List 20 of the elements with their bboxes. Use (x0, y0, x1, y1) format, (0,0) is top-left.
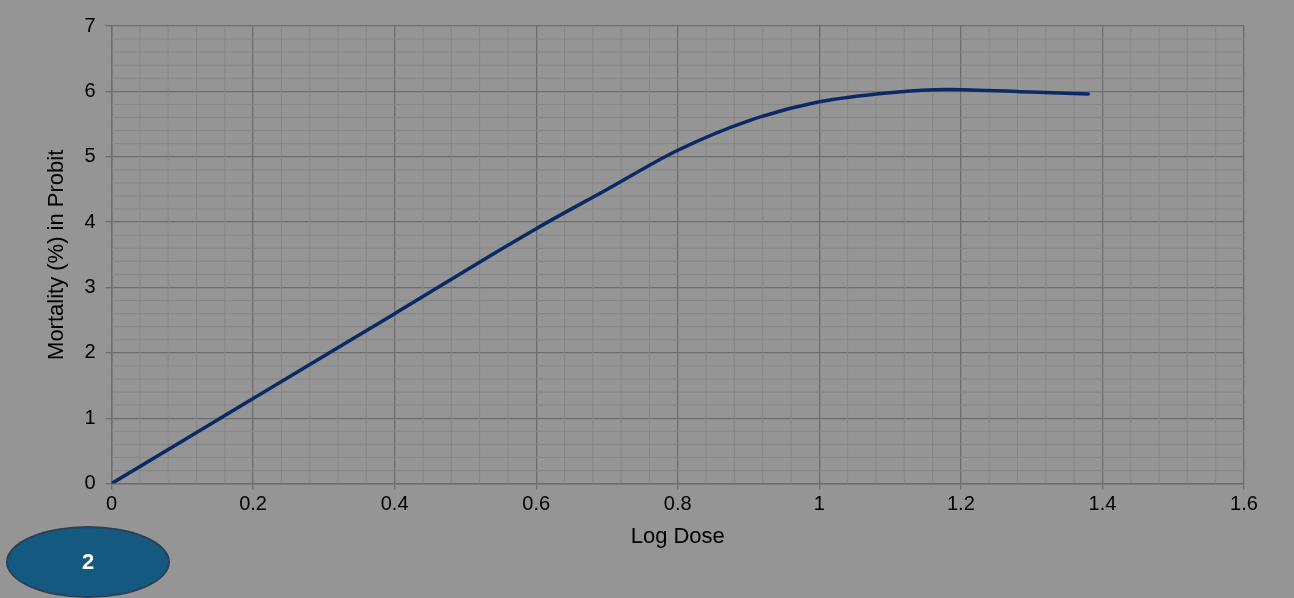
x-tick-label: 0 (105, 492, 118, 515)
y-axis-title: Mortality (%) in Probit (43, 149, 69, 360)
y-tick-label: 1 (84, 405, 96, 428)
y-tick-label: 6 (84, 78, 96, 101)
y-tick-label: 7 (84, 13, 96, 36)
y-tick-label: 2 (84, 340, 96, 363)
y-tick-label: 3 (84, 275, 96, 297)
x-axis-title: Log Dose (630, 522, 725, 548)
x-tick-label: 0.2 (239, 492, 267, 515)
y-tick-label: 4 (84, 209, 96, 232)
y-tick-label: 0 (84, 471, 96, 494)
x-tick-label: 1.2 (946, 492, 975, 515)
y-tick-label: 5 (84, 144, 96, 167)
x-tick-label: 0.4 (380, 492, 409, 515)
x-tick-label: 0.6 (522, 492, 551, 515)
x-tick-label: 1 (813, 492, 825, 515)
line-series (111, 87, 1091, 484)
x-tick-label: 0.8 (663, 492, 692, 515)
x-tick-label: 1.4 (1088, 492, 1117, 515)
x-tick-label: 1.6 (1230, 492, 1258, 515)
